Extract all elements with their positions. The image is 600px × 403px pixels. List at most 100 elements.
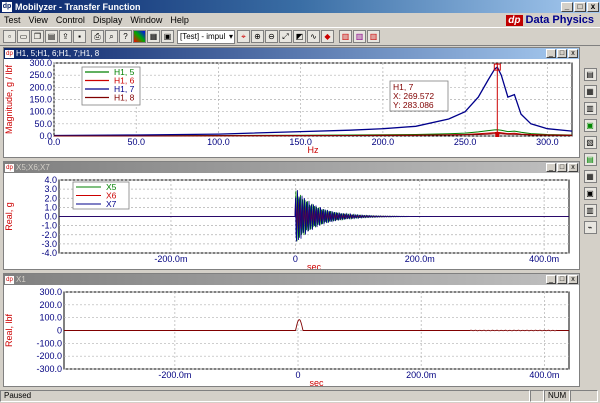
- status-cell: [530, 390, 544, 402]
- pane-titlebar: dp X1 _ □ x: [4, 274, 579, 285]
- open-icon[interactable]: ▭: [17, 30, 30, 43]
- cursor-readout-box: [389, 80, 449, 112]
- legend-label: H1, 6: [114, 76, 135, 86]
- panel-tool-1-icon[interactable]: ▤: [583, 68, 597, 81]
- cursor-readout-x: X: 269.572: [393, 91, 434, 101]
- cursor-icon[interactable]: ⌖: [237, 30, 250, 43]
- y-tick-label: 300.0: [39, 287, 62, 297]
- legend-label: X6: [106, 191, 117, 201]
- menu-display[interactable]: Display: [92, 15, 123, 25]
- y-axis-label: Real, lbf: [4, 314, 14, 348]
- pane-close-button[interactable]: x: [568, 49, 578, 58]
- y-tick-label: 1.0: [44, 202, 57, 212]
- pane-maximize-button[interactable]: □: [557, 275, 567, 284]
- zoom-in-icon[interactable]: ⊕: [251, 30, 264, 43]
- y-tick-label: 4.0: [44, 175, 57, 185]
- x-tick-label: 50.0: [127, 137, 145, 147]
- panel-tool-6-icon[interactable]: ▤: [583, 153, 597, 166]
- legend-label: H1, 7: [114, 84, 135, 94]
- monitor-icon[interactable]: ▣: [161, 30, 174, 43]
- y-tick-label: -4.0: [41, 248, 57, 258]
- y-tick-label: 0.0: [44, 212, 57, 222]
- panel-tool-4-icon[interactable]: ▣: [583, 119, 597, 132]
- x-tick-label: 0: [293, 254, 298, 264]
- transfer-function-plot[interactable]: 300.0 250.0 200.0 150.0 100.0 50.0 0.00.0 50.0 1…: [4, 59, 579, 157]
- series-line-3: [53, 66, 573, 137]
- y-tick-label: 0.0: [39, 131, 52, 141]
- layout-2-icon[interactable]: ▥: [353, 30, 366, 43]
- x-tick-label: 400.0m: [529, 370, 559, 380]
- pane-minimize-button[interactable]: _: [546, 163, 556, 172]
- panel-tool-2-icon[interactable]: ▦: [583, 85, 597, 98]
- force-pane: dp X1 _ □ x 300.0 200.0 100.0 0 -100.0 -200.0…: [3, 273, 580, 387]
- window-title: Mobilyzer - Transfer Function: [15, 1, 141, 12]
- menu-view[interactable]: View: [28, 15, 48, 25]
- time-response-plot[interactable]: 4.03.02.01.00.0-1.0-2.0-3.0-4.0 -200.0m 0 2…: [4, 173, 579, 269]
- layout-1-icon[interactable]: ▥: [339, 30, 352, 43]
- series-line-3: [59, 190, 569, 242]
- zoom-out-icon[interactable]: ⊖: [265, 30, 278, 43]
- menu-window[interactable]: Window: [130, 15, 163, 25]
- x-tick-label: 150.0: [289, 137, 312, 147]
- legend-label: H1, 8: [114, 93, 135, 103]
- y-tick-label: 100.0: [39, 313, 62, 323]
- x-tick-label: 250.0: [454, 137, 477, 147]
- new-icon[interactable]: ▫: [3, 30, 16, 43]
- stop-icon[interactable]: ◆: [321, 30, 334, 43]
- pane-minimize-button[interactable]: _: [546, 49, 556, 58]
- x-tick-label: -200.0m: [158, 370, 191, 380]
- menu-control[interactable]: Control: [55, 15, 85, 25]
- grid-icon[interactable]: ▦: [147, 30, 160, 43]
- copy-icon[interactable]: ❐: [31, 30, 44, 43]
- menu-test[interactable]: Test: [4, 15, 21, 25]
- menu-bar: Test View Control Display Window Help: [0, 13, 600, 27]
- brand-logo: dp Data Physics: [506, 14, 594, 26]
- pane-titlebar: dp X5;X6;X7 _ □ x: [4, 162, 579, 173]
- pane-title: X1: [16, 275, 26, 284]
- x-tick-label: 0: [296, 370, 301, 380]
- waveform-icon[interactable]: ∿: [307, 30, 320, 43]
- legend-box: [81, 66, 141, 106]
- x-tick-label: 0.0: [48, 137, 61, 147]
- y-tick-label: -100.0: [36, 338, 62, 348]
- window-titlebar: dp Mobilyzer - Transfer Function _ □ x: [0, 0, 600, 13]
- print-icon[interactable]: ⎙: [91, 30, 104, 43]
- y-tick-label: 250.0: [29, 70, 52, 80]
- menu-help[interactable]: Help: [170, 15, 189, 25]
- help-cursor-icon[interactable]: ?: [119, 30, 132, 43]
- y-tick-label: 2.0: [44, 193, 57, 203]
- y-tick-label: 200.0: [29, 82, 52, 92]
- legend-label: X5: [106, 182, 117, 192]
- test-select[interactable]: [Test] - impul: [177, 29, 235, 44]
- cursor-marker: [493, 63, 501, 71]
- color-icon[interactable]: [133, 30, 146, 43]
- maximize-button[interactable]: □: [574, 1, 586, 12]
- x-tick-label: 300.0: [536, 137, 559, 147]
- save-icon[interactable]: ▪: [73, 30, 86, 43]
- panel-tool-5-icon[interactable]: ▧: [583, 136, 597, 149]
- series-line-1: [64, 319, 569, 332]
- cursor-handle: [495, 132, 500, 137]
- panel-tool-10-icon[interactable]: ⌁: [583, 221, 597, 234]
- layout-3-icon[interactable]: ▥: [367, 30, 380, 43]
- paste-icon[interactable]: ▤: [45, 30, 58, 43]
- autoscale-icon[interactable]: ⤢: [279, 30, 292, 43]
- pane-maximize-button[interactable]: □: [557, 163, 567, 172]
- status-text: Paused: [0, 390, 530, 402]
- pane-close-button[interactable]: x: [568, 275, 578, 284]
- panel-tool-9-icon[interactable]: ▥: [583, 204, 597, 217]
- close-button[interactable]: x: [587, 1, 599, 12]
- panel-tool-8-icon[interactable]: ▣: [583, 187, 597, 200]
- pane-close-button[interactable]: x: [568, 163, 578, 172]
- pane-minimize-button[interactable]: _: [546, 275, 556, 284]
- force-plot[interactable]: 300.0 200.0 100.0 0 -100.0 -200.0 -300.0 -200.0…: [4, 285, 579, 386]
- pane-icon: dp: [5, 163, 14, 172]
- graph-icon[interactable]: ◩: [293, 30, 306, 43]
- minimize-button[interactable]: _: [561, 1, 573, 12]
- panel-tool-7-icon[interactable]: ▦: [583, 170, 597, 183]
- panel-tool-3-icon[interactable]: ▥: [583, 102, 597, 115]
- export-icon[interactable]: ⇪: [59, 30, 72, 43]
- pane-maximize-button[interactable]: □: [557, 49, 567, 58]
- num-lock-indicator: NUM: [544, 390, 570, 402]
- print-preview-icon[interactable]: ⌕: [105, 30, 118, 43]
